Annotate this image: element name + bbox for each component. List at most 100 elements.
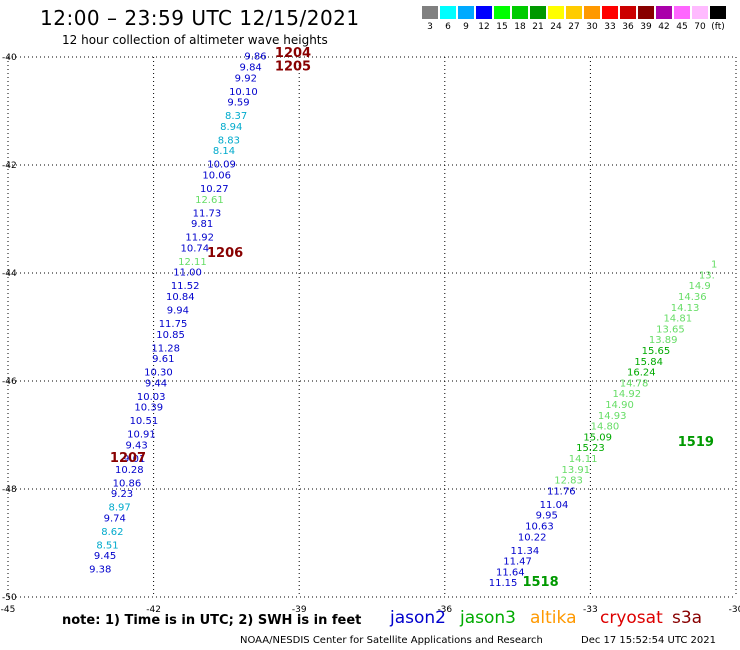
wave-height-label: 9.43 [125, 441, 147, 452]
wave-height-label: 12.61 [195, 195, 224, 206]
wave-height-label: 8.14 [213, 146, 235, 157]
wave-height-label: 11.64 [496, 567, 525, 578]
wave-height-label: 9.45 [94, 551, 116, 562]
legend-label: 24 [550, 22, 562, 32]
wave-height-label: 9.74 [104, 513, 126, 524]
wave-height-label: 15.23 [576, 443, 605, 454]
wave-height-label: 10.85 [156, 330, 185, 341]
legend-swatch [638, 6, 654, 19]
legend-unit: (ft) [711, 22, 725, 32]
y-tick-label: -40 [2, 53, 17, 63]
wave-height-label: 10.74 [181, 243, 210, 254]
wave-height-label: 11.75 [159, 319, 188, 330]
wave-height-label: 14.36 [678, 292, 707, 303]
wave-height-label: 10.06 [202, 171, 231, 182]
wave-height-label: 9.92 [235, 73, 257, 84]
wave-height-label: 13.89 [649, 335, 678, 346]
y-tick-label: -50 [2, 593, 17, 603]
wave-height-label: 14.81 [663, 314, 692, 325]
wave-height-label: 14.78 [620, 378, 649, 389]
legend-label: 6 [445, 22, 451, 32]
wave-height-label: 13.91 [562, 465, 591, 476]
legend-label: 27 [568, 22, 580, 32]
legend-label: 36 [622, 22, 634, 32]
wave-height-label: 10.51 [130, 416, 159, 427]
wave-height-label: 15.65 [642, 346, 671, 357]
legend-swatch [710, 6, 726, 19]
wave-height-label: 9.81 [191, 219, 213, 230]
legend-swatch [422, 6, 438, 19]
x-tick-label: -45 [1, 605, 16, 615]
wave-height-label: 9.94 [167, 306, 189, 317]
satellite-altika-label: altika [530, 608, 577, 628]
x-tick-label: -36 [437, 605, 452, 615]
wave-height-label: 8.62 [101, 527, 123, 538]
wave-height-label: 13. [699, 270, 715, 281]
wave-height-label: 11.52 [171, 281, 200, 292]
legend-swatch [602, 6, 618, 19]
legend-label: 18 [514, 22, 526, 32]
wave-height-label: 8.97 [108, 503, 130, 514]
wave-height-label: 10.39 [134, 403, 163, 414]
legend-swatch [584, 6, 600, 19]
wave-height-label: 9.01 [123, 454, 145, 465]
wave-height-label: 10.91 [127, 430, 156, 441]
x-tick-label: -39 [292, 605, 307, 615]
legend-label: 30 [586, 22, 598, 32]
wave-height-label: 10.27 [200, 184, 229, 195]
legend-label: 45 [676, 22, 688, 32]
y-tick-label: -48 [2, 485, 17, 495]
legend-swatch [620, 6, 636, 19]
wave-height-label: 15.84 [634, 357, 663, 368]
wave-height-label: 11.34 [511, 546, 540, 557]
wave-height-label: 11.47 [503, 557, 532, 568]
wave-height-label: 10.03 [137, 392, 166, 403]
y-tick-label: -46 [2, 377, 17, 387]
units-note: note: 1) Time is in UTC; 2) SWH is in fe… [62, 613, 362, 628]
wave-height-label: 10.63 [525, 522, 554, 533]
wave-height-label: 8.94 [220, 122, 242, 133]
wave-height-label: 11.28 [151, 343, 180, 354]
satellite-cryosat-label: cryosat [600, 608, 663, 628]
legend-swatch [674, 6, 690, 19]
legend-swatch [656, 6, 672, 19]
footer-credit: NOAA/NESDIS Center for Satellite Applica… [240, 635, 543, 646]
wave-height-label: 10.22 [518, 532, 547, 543]
legend-swatch [692, 6, 708, 19]
wave-height-label: 9.84 [240, 63, 262, 74]
pass-time-label: 1518 [522, 575, 558, 590]
wave-height-label: 13.65 [656, 324, 685, 335]
satellite-jason3-label: jason3 [460, 608, 516, 628]
wave-height-label: 8.83 [218, 135, 240, 146]
wave-height-label: 10.09 [207, 160, 236, 171]
legend-swatch [566, 6, 582, 19]
wave-height-label: 9.23 [111, 489, 133, 500]
wave-height-label: 10.10 [229, 87, 258, 98]
wave-height-label: 9.38 [89, 565, 111, 576]
pass-time-label: 1207 [110, 451, 146, 466]
footer-timestamp: Dec 17 15:52:54 UTC 2021 [581, 635, 716, 646]
legend-label: 70 [694, 22, 706, 32]
pass-time-label: 1205 [275, 60, 311, 75]
page-subtitle: 12 hour collection of altimeter wave hei… [62, 33, 328, 47]
wave-height-label: 14.90 [605, 400, 634, 411]
legend-swatch [530, 6, 546, 19]
wave-height-label: 11.92 [185, 233, 214, 244]
legend-swatch [458, 6, 474, 19]
wave-height-label: 11.15 [489, 578, 518, 589]
x-tick-label: -42 [146, 605, 161, 615]
wave-height-label: 11.00 [173, 268, 202, 279]
pass-time-label: 1206 [207, 246, 243, 261]
pass-time-label: 1519 [678, 435, 714, 450]
legend-swatch [512, 6, 528, 19]
wave-height-label: 11.73 [193, 208, 222, 219]
y-tick-label: -44 [2, 269, 17, 279]
wave-height-label: 8.37 [225, 111, 247, 122]
wave-height-label: 9.86 [244, 52, 266, 63]
wave-height-label: 16.24 [627, 368, 656, 379]
legend-swatch [476, 6, 492, 19]
wave-height-label: 15.09 [583, 432, 612, 443]
legend-label: 33 [604, 22, 616, 32]
